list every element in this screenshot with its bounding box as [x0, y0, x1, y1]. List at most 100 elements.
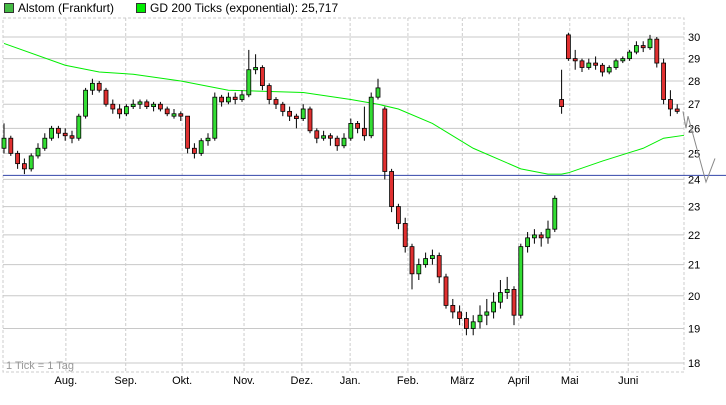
y-tick-label: 20 — [688, 291, 700, 303]
candle-body — [21, 163, 27, 170]
candle-body — [266, 85, 272, 100]
y-tick-label: 30 — [688, 32, 700, 44]
plot-area — [2, 17, 685, 373]
candle-body — [518, 246, 524, 316]
legend-label-stock: Alstom (Frankfurt) — [18, 1, 115, 15]
candle-body — [246, 69, 252, 96]
candle-body — [545, 228, 551, 239]
candle-body — [280, 103, 286, 112]
candle-body — [538, 234, 544, 239]
candle-body — [28, 155, 34, 170]
candle-body — [491, 301, 497, 313]
candle-body — [634, 45, 639, 53]
moving-average-line — [3, 42, 685, 175]
x-tick-label: Jan. — [340, 375, 361, 387]
candle-body — [69, 135, 75, 139]
candle-body — [225, 96, 231, 103]
candle-body — [103, 89, 109, 105]
candle-body — [1, 137, 7, 149]
candle-body — [450, 305, 456, 313]
candle-body — [42, 137, 48, 149]
candle-body — [110, 103, 116, 110]
candle-body — [470, 321, 476, 329]
candle-body — [8, 137, 14, 154]
candle-body — [124, 106, 129, 115]
candle-body — [334, 137, 340, 147]
legend-item-ma: GD 200 Ticks (exponential): 25,717 — [136, 1, 338, 15]
candle-body — [56, 127, 61, 134]
y-tick-label: 22 — [688, 230, 700, 242]
candle-body — [484, 311, 490, 316]
candle-body — [96, 82, 102, 91]
candle-body — [525, 237, 530, 248]
candle-body — [640, 45, 646, 49]
candle-body — [600, 64, 605, 73]
candle-body — [559, 99, 564, 108]
candle-body — [253, 67, 259, 71]
candle-body — [436, 255, 442, 278]
x-tick-label: Sep. — [114, 375, 137, 387]
candle-body — [375, 87, 381, 98]
x-tick-label: Dez. — [291, 375, 314, 387]
candle-body — [627, 51, 632, 60]
candle-body — [620, 58, 626, 62]
candle-body — [457, 311, 463, 319]
candle-body — [477, 314, 483, 323]
y-tick-label: 24 — [688, 174, 700, 186]
candle-body — [532, 234, 537, 239]
candle-body — [429, 255, 435, 259]
candle-body — [416, 264, 422, 275]
candle-body — [423, 258, 429, 266]
candle-body — [463, 318, 469, 329]
candle-body — [355, 123, 361, 129]
candle-body — [90, 82, 95, 91]
candle-body — [497, 292, 503, 303]
x-tick-label: Nov. — [233, 375, 255, 387]
candle-body — [566, 34, 571, 60]
candle-body — [83, 89, 88, 117]
candle-body — [402, 223, 408, 248]
candle-body — [287, 110, 293, 117]
candle-body — [389, 171, 395, 207]
y-tick-label: 28 — [688, 76, 700, 88]
legend-label-ma: GD 200 Ticks (exponential): 25,717 — [150, 1, 339, 15]
candle-body — [668, 99, 673, 110]
candle-body — [293, 115, 299, 119]
candle-body — [307, 108, 313, 132]
candle-body — [191, 147, 197, 154]
legend-item-stock: Alstom (Frankfurt) — [4, 1, 114, 15]
candle-body — [409, 246, 415, 275]
y-tick-label: 19 — [688, 323, 700, 335]
candle-body — [341, 137, 347, 147]
x-tick-label: Aug. — [55, 375, 78, 387]
candle-body — [157, 103, 163, 110]
candle-body — [647, 38, 653, 49]
candle-body — [171, 113, 177, 117]
candle-body — [606, 67, 612, 73]
candle-body — [300, 108, 306, 119]
candle-body — [327, 135, 333, 139]
y-tick-label: 26 — [688, 123, 700, 135]
candle-body — [130, 103, 136, 108]
y-tick-label: 29 — [688, 54, 700, 66]
legend-swatch-ma — [136, 3, 147, 13]
candle-body — [15, 152, 21, 165]
candle-body — [232, 96, 238, 100]
candle-body — [382, 108, 388, 172]
candle-body — [219, 96, 225, 103]
legend: Alstom (Frankfurt) GD 200 Ticks (exponen… — [4, 1, 338, 15]
candle-body — [164, 108, 170, 115]
candle-body — [504, 289, 510, 293]
candle-body — [314, 130, 320, 139]
candle-body — [259, 67, 265, 87]
candle-body — [151, 103, 157, 108]
candle-body — [654, 38, 660, 64]
candle-body — [62, 132, 68, 137]
candle-body — [579, 60, 585, 68]
x-tick-label: Okt. — [172, 375, 192, 387]
candle-body — [117, 108, 122, 115]
y-tick-label: 21 — [688, 260, 700, 272]
candle-body — [273, 99, 279, 105]
y-tick-label: 18 — [688, 358, 700, 370]
